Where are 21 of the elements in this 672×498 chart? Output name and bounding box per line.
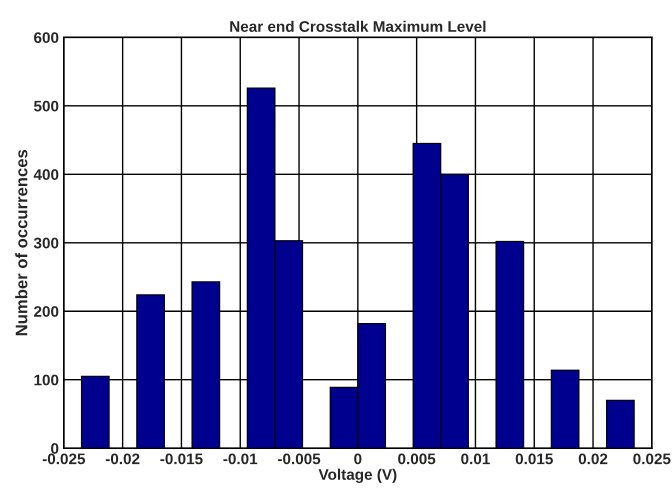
x-tick-label: 0 [354,453,362,464]
x-tick-label: -0.005 [278,453,320,464]
y-tick-label: 0 [51,443,58,454]
chart-title: Near end Crosstalk Maximum Level [230,20,486,32]
y-tick-label: 100 [34,374,58,386]
y-tick-label: 600 [34,32,58,44]
x-tick-label: -0.01 [223,453,258,464]
x-tick-label: 0.005 [398,453,436,464]
x-tick-label: -0.015 [160,453,203,464]
x-tick-label: 0.01 [461,453,490,464]
y-tick-label: 500 [34,100,58,112]
x-tick-label: -0.02 [106,453,140,464]
x-axis-title: Voltage (V) [318,468,396,483]
y-axis-title: Number of occurrences [15,150,28,336]
x-tick-label: 0.02 [578,453,608,464]
x-tick-label: 0.015 [516,453,553,464]
x-tick-label: 0.025 [633,453,671,464]
y-tick-label: 400 [34,169,58,180]
x-tick-label: -0.025 [42,453,86,464]
y-tick-label: 200 [34,306,58,317]
y-tick-label: 300 [34,238,58,248]
